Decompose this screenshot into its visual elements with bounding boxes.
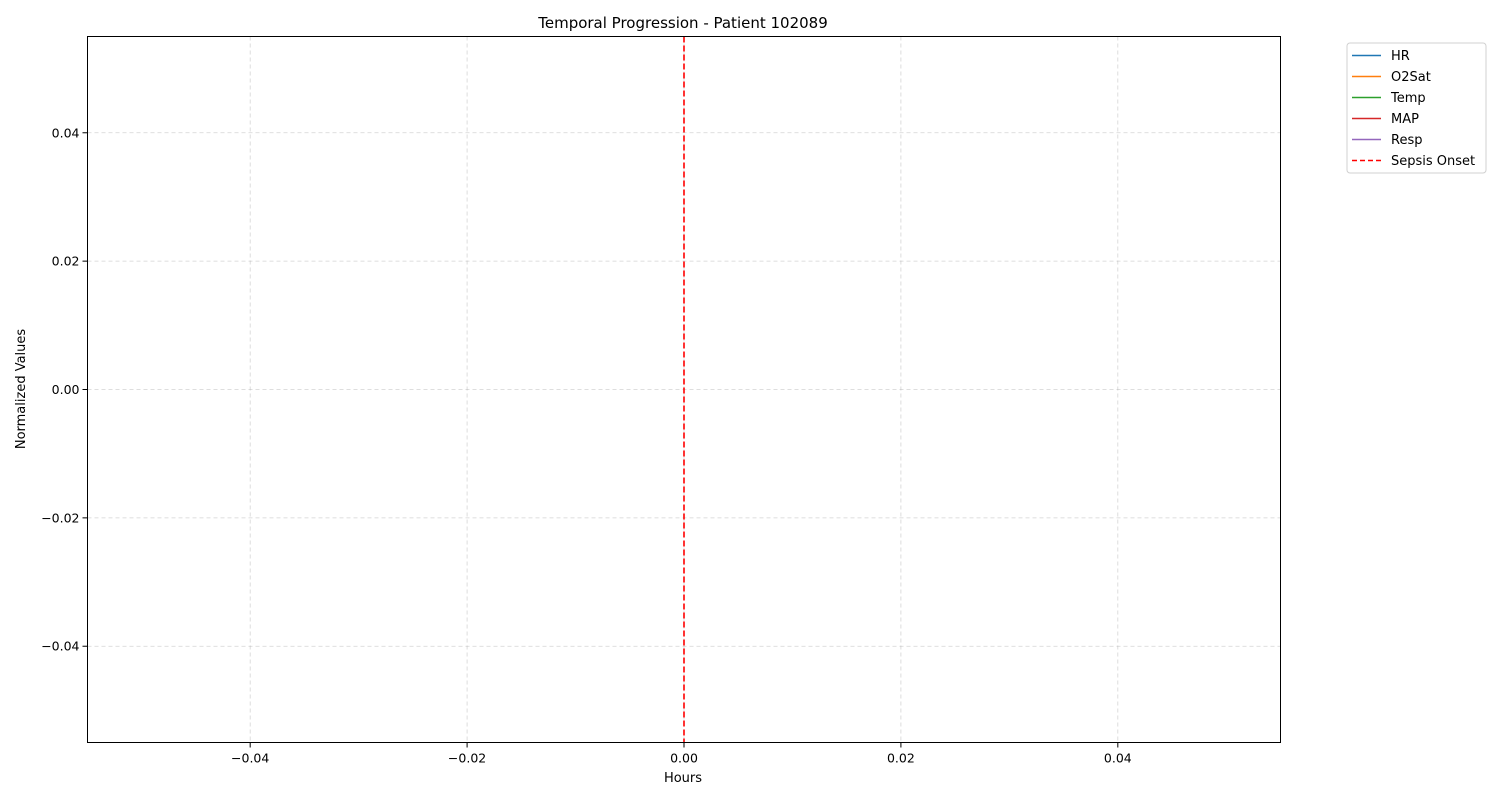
chart-title: Temporal Progression - Patient 102089	[537, 14, 828, 32]
x-tick-label: −0.04	[231, 751, 269, 766]
legend-label: Temp	[1390, 91, 1426, 106]
x-tick-label: 0.02	[887, 751, 915, 766]
y-tick-label: −0.02	[41, 510, 79, 525]
y-tick-label: −0.04	[41, 639, 79, 654]
y-tick-label: 0.04	[52, 125, 80, 140]
x-tick-label: −0.02	[448, 751, 486, 766]
x-axis-label: Hours	[664, 771, 702, 786]
x-axis: −0.04 −0.02 0.00 0.02 0.04	[231, 742, 1132, 766]
legend-label: HR	[1391, 49, 1410, 64]
legend: HR O2Sat Temp MAP Resp Sepsis Onset	[1346, 42, 1487, 174]
y-axis-label: Normalized Values	[14, 329, 29, 450]
legend-label: Resp	[1391, 133, 1422, 148]
y-tick-label: 0.02	[52, 254, 80, 269]
legend-box	[1346, 42, 1487, 174]
y-axis: −0.04 −0.02 0.00 0.02 0.04	[41, 125, 88, 654]
legend-label: MAP	[1391, 112, 1419, 127]
legend-label: O2Sat	[1391, 70, 1431, 85]
grid	[87, 36, 1281, 743]
legend-label: Sepsis Onset	[1391, 154, 1475, 169]
y-tick-label: 0.00	[52, 382, 80, 397]
x-tick-label: 0.04	[1104, 751, 1132, 766]
x-tick-label: 0.00	[670, 751, 698, 766]
